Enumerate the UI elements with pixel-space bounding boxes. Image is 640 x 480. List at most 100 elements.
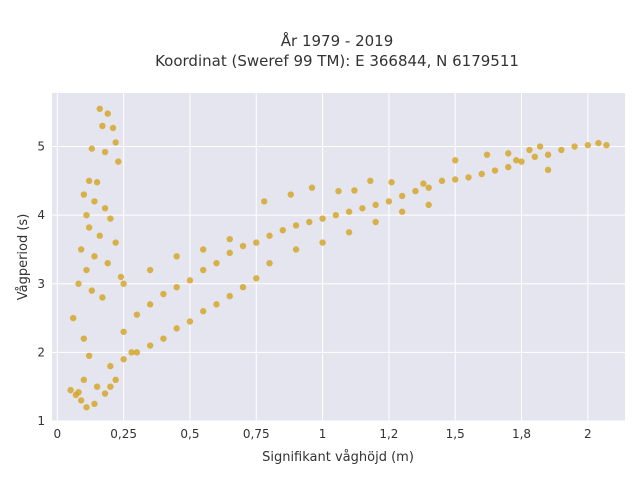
scatter-point <box>186 318 194 325</box>
x-tick-label: 1,5 <box>446 427 465 441</box>
scatter-point <box>544 166 552 174</box>
scatter-point <box>584 141 592 149</box>
scatter-point <box>91 198 98 205</box>
scatter-point <box>200 266 207 274</box>
scatter-point <box>112 376 119 384</box>
scatter-point <box>465 174 472 181</box>
scatter-point <box>93 383 101 390</box>
scatter-point <box>91 400 98 408</box>
scatter-point <box>544 151 552 158</box>
scatter-point <box>107 215 114 222</box>
scatter-point <box>505 150 512 157</box>
scatter-point <box>120 280 127 287</box>
scatter-point <box>385 198 393 205</box>
scatter-point <box>398 192 406 200</box>
scatter-point <box>319 239 326 246</box>
scatter-point <box>75 388 82 396</box>
scatter-point <box>292 246 300 253</box>
scatter-point <box>359 205 366 212</box>
scatter-point <box>239 242 247 250</box>
y-tick-label: 2 <box>37 345 45 359</box>
scatter-point <box>438 177 446 185</box>
scatter-point <box>505 163 512 171</box>
scatter-point <box>146 342 154 349</box>
x-tick-label: 0,25 <box>110 427 137 441</box>
scatter-point <box>83 266 90 274</box>
scatter-point <box>372 201 379 209</box>
scatter-point <box>88 145 95 152</box>
scatter-point <box>226 235 233 243</box>
scatter-point <box>88 287 95 294</box>
scatter-point <box>351 187 358 194</box>
scatter-point <box>308 184 316 191</box>
x-tick-label: 0,75 <box>243 427 270 441</box>
scatter-point <box>133 311 141 318</box>
scatter-point <box>200 308 207 315</box>
scatter-point <box>160 335 167 342</box>
scatter-point <box>266 259 273 267</box>
scatter-point <box>96 105 103 112</box>
scatter-point <box>101 390 109 397</box>
scatter-point <box>483 151 491 158</box>
scatter-point <box>239 283 247 291</box>
scatter-point <box>200 246 207 253</box>
scatter-point <box>80 191 88 198</box>
scatter-point <box>112 139 119 146</box>
scatter-point <box>558 146 565 154</box>
scatter-point <box>77 397 85 404</box>
scatter-point <box>93 179 101 186</box>
x-tick-labels: 0 0,25 0,5 0,75 1 1,2 1,5 1,8 2 <box>53 427 591 441</box>
scatter-point <box>77 246 85 253</box>
scatter-point <box>104 110 111 117</box>
scatter-point <box>101 205 109 212</box>
x-tick-label: 0 <box>53 427 61 441</box>
scatter-point <box>425 201 432 209</box>
scatter-point <box>85 352 93 360</box>
scatter-point <box>452 176 459 183</box>
scatter-point <box>412 187 419 195</box>
scatter-point <box>478 170 485 178</box>
chart-subtitle: Koordinat (Sweref 99 TM): E 366844, N 61… <box>155 52 519 70</box>
scatter-point <box>253 239 260 246</box>
scatter-point <box>115 158 122 165</box>
scatter-point <box>491 167 499 174</box>
scatter-point <box>531 153 539 161</box>
x-axis-label: Signifikant våghöjd (m) <box>262 450 414 465</box>
scatter-point <box>85 224 93 231</box>
scatter-point <box>595 139 602 147</box>
scatter-point <box>109 124 117 132</box>
scatter-point <box>120 356 127 363</box>
scatter-point <box>91 253 98 260</box>
scatter-point <box>173 325 180 332</box>
y-tick-label: 4 <box>37 208 45 222</box>
scatter-point <box>452 157 459 164</box>
scatter-point <box>335 187 342 195</box>
y-tick-labels: 1 2 3 4 5 <box>37 140 45 428</box>
scatter-point <box>120 328 127 335</box>
scatter-point <box>287 191 294 198</box>
scatter-points <box>67 105 610 411</box>
scatter-point <box>372 218 379 226</box>
scatter-point <box>345 208 353 215</box>
scatter-point <box>518 158 525 165</box>
scatter-point <box>67 386 74 394</box>
scatter-point <box>75 280 82 287</box>
scatter-point <box>261 198 268 205</box>
scatter-point <box>513 157 520 164</box>
scatter-point <box>83 404 90 411</box>
scatter-point <box>266 232 273 239</box>
scatter-point <box>70 314 77 322</box>
x-tick-label: 1,2 <box>379 427 398 441</box>
scatter-point <box>603 141 610 149</box>
scatter-point <box>107 383 114 390</box>
scatter-point <box>99 294 106 301</box>
scatter-point <box>213 301 220 308</box>
scatter-point <box>112 239 119 246</box>
scatter-point <box>306 218 313 226</box>
x-tick-label: 1,8 <box>512 427 531 441</box>
scatter-point <box>133 349 141 356</box>
scatter-point <box>80 335 88 342</box>
scatter-point <box>104 259 111 267</box>
scatter-point <box>292 222 300 229</box>
y-axis-label: Vågperiod (s) <box>16 214 31 301</box>
